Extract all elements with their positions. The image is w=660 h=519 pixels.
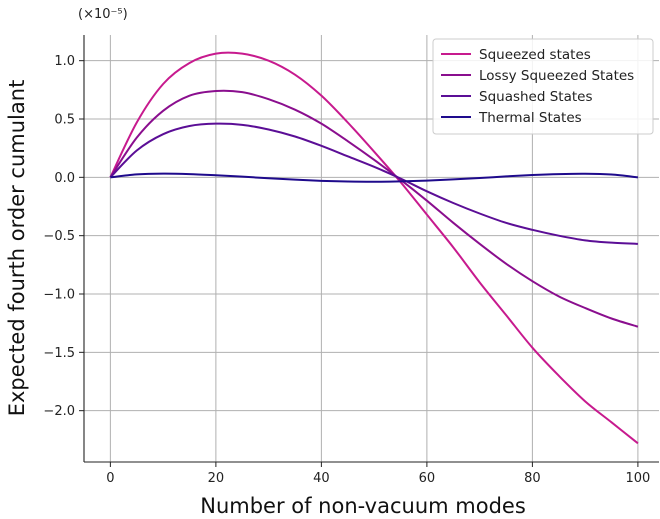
y-tick-label: 0.0 (54, 171, 75, 186)
series-line-3 (110, 172, 639, 183)
x-tick-label: 80 (524, 471, 541, 486)
y-offset-label: (×10⁻⁵) (78, 7, 128, 22)
series-line-2 (109, 122, 638, 245)
y-tick-label: 1.0 (54, 54, 75, 69)
y-axis-title: Expected fourth order cumulant (5, 80, 29, 417)
x-tick-label: 100 (625, 471, 650, 486)
series-line-0 (109, 51, 639, 445)
legend: Squeezed states Lossy Squeezed States Squa… (432, 38, 654, 135)
x-tick-label: 0 (106, 471, 114, 486)
legend-label: Squashed States (479, 89, 593, 105)
x-tick-label: 60 (419, 471, 436, 486)
series-line-1 (109, 89, 639, 328)
legend-label: Squeezed states (479, 47, 591, 63)
legend-label: Lossy Squeezed States (479, 68, 634, 84)
y-tick-label: −0.5 (43, 229, 75, 244)
legend-label: Thermal States (478, 110, 582, 126)
x-tick-label: 40 (313, 471, 330, 486)
legend-box (432, 38, 654, 135)
y-tick-label: −1.0 (43, 288, 75, 303)
series-lines (109, 51, 639, 445)
y-tick-label: −2.0 (43, 404, 75, 419)
y-tick-label: 0.5 (54, 113, 75, 128)
x-tick-label: 20 (208, 471, 225, 486)
axes: 0 20 40 60 80 100 1.0 0.5 0.0 −0.5 −1.0 −1.5 −2.0 (43, 35, 659, 486)
y-tick-label: −1.5 (43, 346, 75, 361)
x-axis-title: Number of non-vacuum modes (200, 494, 526, 518)
